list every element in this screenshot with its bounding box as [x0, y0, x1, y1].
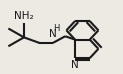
Text: NH₂: NH₂ — [14, 11, 34, 21]
Text: H: H — [53, 24, 59, 33]
Text: N: N — [49, 29, 57, 39]
Text: N: N — [71, 60, 79, 70]
